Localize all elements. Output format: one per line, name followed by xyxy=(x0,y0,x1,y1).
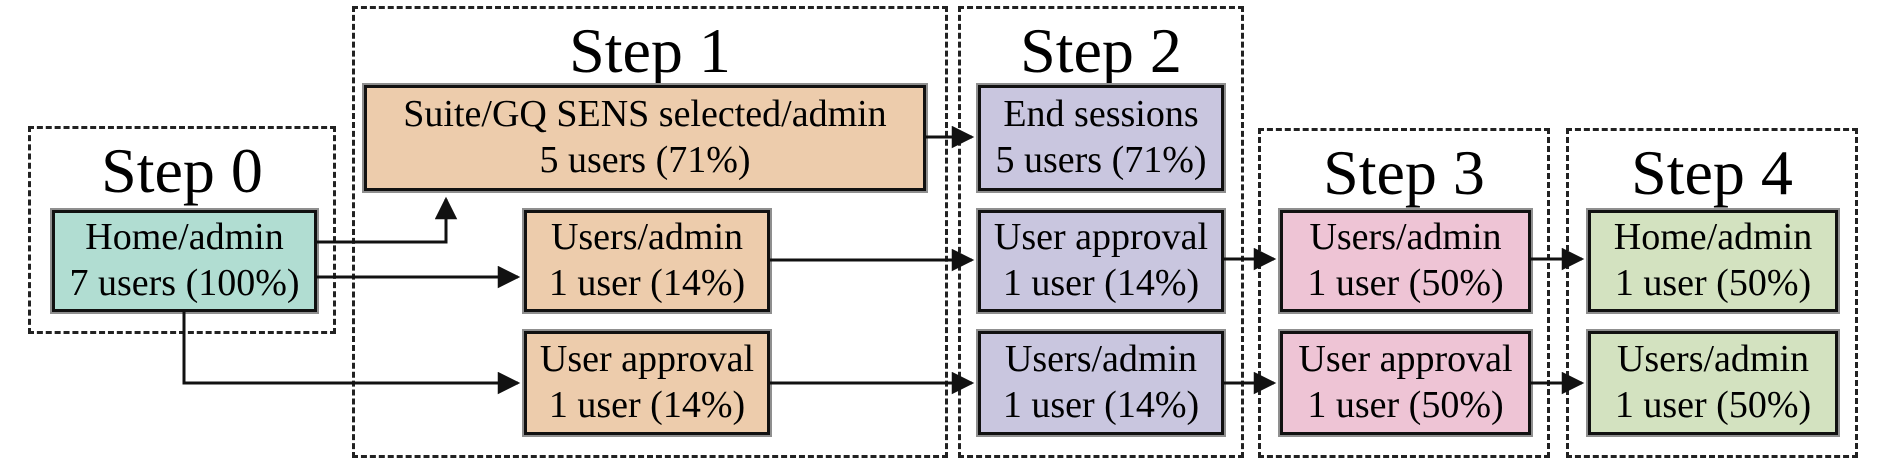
step-4-title: Step 4 xyxy=(1631,137,1793,208)
node-label: Users/admin xyxy=(1004,338,1198,381)
node-label: Home/admin xyxy=(85,216,284,259)
node-step3-user-approval: User approval 1 user (50%) xyxy=(1278,329,1533,437)
node-label: End sessions xyxy=(1003,93,1199,136)
node-stat: 5 users (71%) xyxy=(539,139,751,181)
node-step4-users-admin: Users/admin 1 user (50%) xyxy=(1586,329,1840,437)
node-stat: 1 user (50%) xyxy=(1614,262,1812,304)
node-step2-user-approval: User approval 1 user (14%) xyxy=(976,208,1226,314)
node-step2-end-sessions: End sessions 5 users (71%) xyxy=(976,83,1226,193)
step-0-group: Step 0 xyxy=(28,126,336,334)
step-2-title: Step 2 xyxy=(1020,15,1182,86)
node-label: User approval xyxy=(993,216,1209,259)
step-3-group: Step 3 xyxy=(1258,128,1550,458)
node-label: User approval xyxy=(1298,338,1513,381)
node-stat: 1 user (14%) xyxy=(1002,262,1200,304)
node-label: Users/admin xyxy=(1616,338,1810,381)
step-3-title: Step 3 xyxy=(1323,137,1485,208)
step-0-title: Step 0 xyxy=(101,135,263,206)
node-step4-home-admin: Home/admin 1 user (50%) xyxy=(1586,208,1840,314)
node-stat: 1 user (14%) xyxy=(548,262,746,304)
node-stat: 5 users (71%) xyxy=(995,139,1207,181)
node-label: Suite/GQ SENS selected/admin xyxy=(403,93,887,136)
node-stat: 1 user (14%) xyxy=(548,384,746,426)
step-4-group: Step 4 xyxy=(1566,128,1858,458)
node-step1-suite-gq-sens-selected-admin: Suite/GQ SENS selected/admin 5 users (71… xyxy=(362,83,928,193)
node-step0-home-admin: Home/admin 7 users (100%) xyxy=(50,208,319,314)
node-stat: 1 user (50%) xyxy=(1307,262,1504,304)
node-stat: 1 user (14%) xyxy=(1002,384,1200,426)
node-stat: 1 user (50%) xyxy=(1614,384,1812,426)
node-stat: 1 user (50%) xyxy=(1307,384,1504,426)
node-label: Home/admin xyxy=(1613,216,1813,259)
node-label: Users/admin xyxy=(1309,216,1502,259)
node-step1-users-admin: Users/admin 1 user (14%) xyxy=(522,208,772,314)
node-label: User approval xyxy=(539,338,755,381)
step-1-title: Step 1 xyxy=(569,15,731,86)
node-label: Users/admin xyxy=(550,216,744,259)
node-step1-user-approval: User approval 1 user (14%) xyxy=(522,329,772,437)
node-stat: 7 users (100%) xyxy=(69,262,300,304)
node-step3-users-admin: Users/admin 1 user (50%) xyxy=(1278,208,1533,314)
node-step2-users-admin: Users/admin 1 user (14%) xyxy=(976,329,1226,437)
step-2-group: Step 2 xyxy=(958,6,1244,458)
